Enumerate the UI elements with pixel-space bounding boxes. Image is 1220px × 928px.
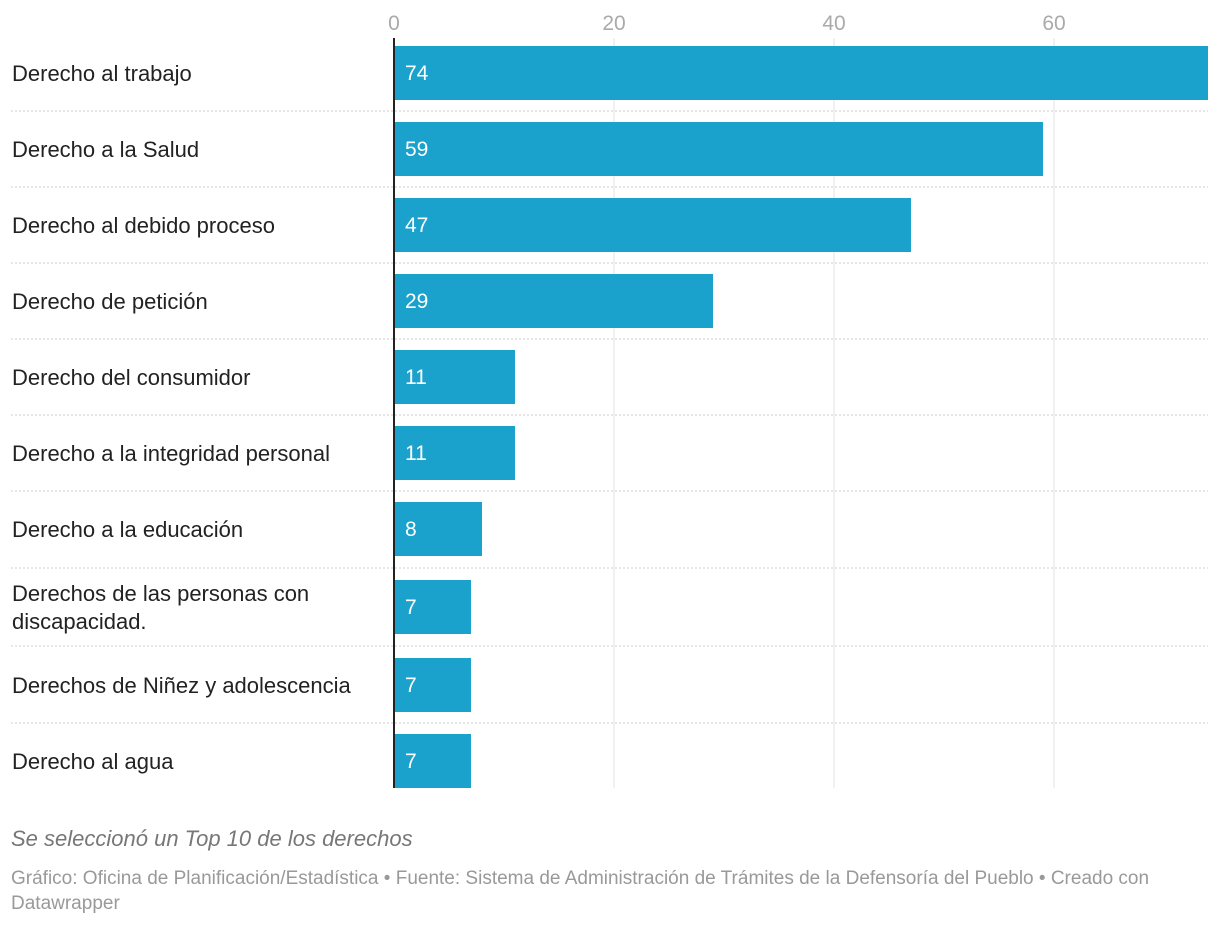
category-label: Derechos de las personas con discapacidad… xyxy=(12,581,309,634)
bar-value-label: 74 xyxy=(405,62,429,85)
bar xyxy=(394,658,471,712)
chart-source: Gráfico: Oficina de Planificación/Estadí… xyxy=(11,868,1150,914)
category-label: Derecho del consumidor xyxy=(12,365,250,390)
bar-value-label: 7 xyxy=(405,750,417,773)
x-tick-label: 20 xyxy=(602,12,625,35)
bar-value-label: 29 xyxy=(405,290,428,313)
category-label-line: Derecho del consumidor xyxy=(12,365,250,390)
x-tick-label: 0 xyxy=(388,12,400,35)
category-label-line: Derecho al agua xyxy=(12,749,174,774)
category-label: Derecho a la integridad personal xyxy=(12,441,330,466)
bar-value-label: 8 xyxy=(405,518,417,541)
x-tick-label: 60 xyxy=(1042,12,1065,35)
category-label: Derecho al debido proceso xyxy=(12,213,275,238)
bar xyxy=(394,122,1043,176)
bar-value-label: 11 xyxy=(405,442,427,465)
bar-value-label: 11 xyxy=(405,366,427,389)
bar-value-label: 7 xyxy=(405,674,417,697)
bar xyxy=(394,46,1208,100)
bar xyxy=(394,580,471,634)
bar xyxy=(394,734,471,788)
bar-value-label: 47 xyxy=(405,214,428,237)
bar-value-label: 59 xyxy=(405,138,428,161)
category-label-line: Derecho a la Salud xyxy=(12,137,199,162)
category-label: Derechos de Niñez y adolescencia xyxy=(12,673,352,698)
category-label-line: discapacidad. xyxy=(12,609,147,634)
category-label: Derecho a la Salud xyxy=(12,137,199,162)
bar xyxy=(394,350,515,404)
bar-value-label: 7 xyxy=(405,596,417,619)
category-label: Derecho a la educación xyxy=(12,517,243,542)
bar xyxy=(394,198,911,252)
category-label: Derecho al trabajo xyxy=(12,61,192,86)
category-label: Derecho al agua xyxy=(12,749,174,774)
bar xyxy=(394,502,482,556)
category-label-line: Derecho al debido proceso xyxy=(12,213,275,238)
x-tick-label: 40 xyxy=(822,12,845,35)
category-label-line: Derecho de petición xyxy=(12,289,208,314)
bar xyxy=(394,426,515,480)
bar-chart: 0 20 40 60 74 Derecho al trabajo 59 Derecho a l… xyxy=(11,12,1208,788)
chart-note: Se seleccionó un Top 10 de los derechos xyxy=(11,826,413,851)
category-label-line: Derecho al trabajo xyxy=(12,61,192,86)
bar xyxy=(394,274,713,328)
category-label-line: Derechos de las personas con xyxy=(12,581,309,606)
category-label: Derecho de petición xyxy=(12,289,208,314)
category-label-line: Derecho a la educación xyxy=(12,517,243,542)
category-label-line: Derecho a la integridad personal xyxy=(12,441,330,466)
category-label-line: Derechos de Niñez y adolescencia xyxy=(12,673,352,698)
